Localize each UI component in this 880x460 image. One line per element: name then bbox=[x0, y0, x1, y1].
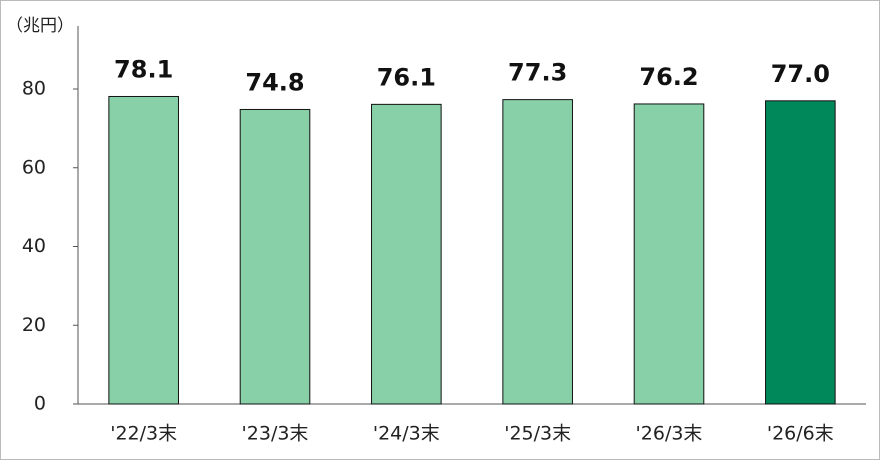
value-label: 74.8 bbox=[245, 68, 304, 96]
bar bbox=[371, 103, 442, 405]
value-label: 77.0 bbox=[771, 60, 830, 88]
y-axis-unit: （兆円） bbox=[6, 16, 74, 36]
value-label: 76.2 bbox=[639, 63, 698, 91]
bar bbox=[502, 99, 573, 405]
x-tick-label: '26/3末 bbox=[636, 423, 703, 445]
value-label: 77.3 bbox=[508, 59, 567, 87]
x-tick-label: '25/3末 bbox=[504, 423, 571, 445]
y-tick-label: 60 bbox=[22, 156, 46, 178]
bar bbox=[108, 95, 179, 405]
x-tick-label: '23/3末 bbox=[242, 423, 309, 445]
bar bbox=[633, 103, 705, 405]
x-tick-label: '22/3末 bbox=[110, 423, 177, 445]
value-label: 78.1 bbox=[114, 55, 173, 83]
y-tick-label: 80 bbox=[22, 78, 46, 100]
bar bbox=[765, 100, 836, 405]
x-tick-label: '26/6末 bbox=[767, 423, 834, 445]
value-label: 76.1 bbox=[377, 63, 436, 91]
x-tick-label: '24/3末 bbox=[373, 423, 440, 445]
y-tick-label: 20 bbox=[22, 314, 46, 336]
y-tick-label: 40 bbox=[22, 235, 46, 257]
y-tick-label: 0 bbox=[34, 393, 46, 415]
bar bbox=[239, 108, 311, 405]
